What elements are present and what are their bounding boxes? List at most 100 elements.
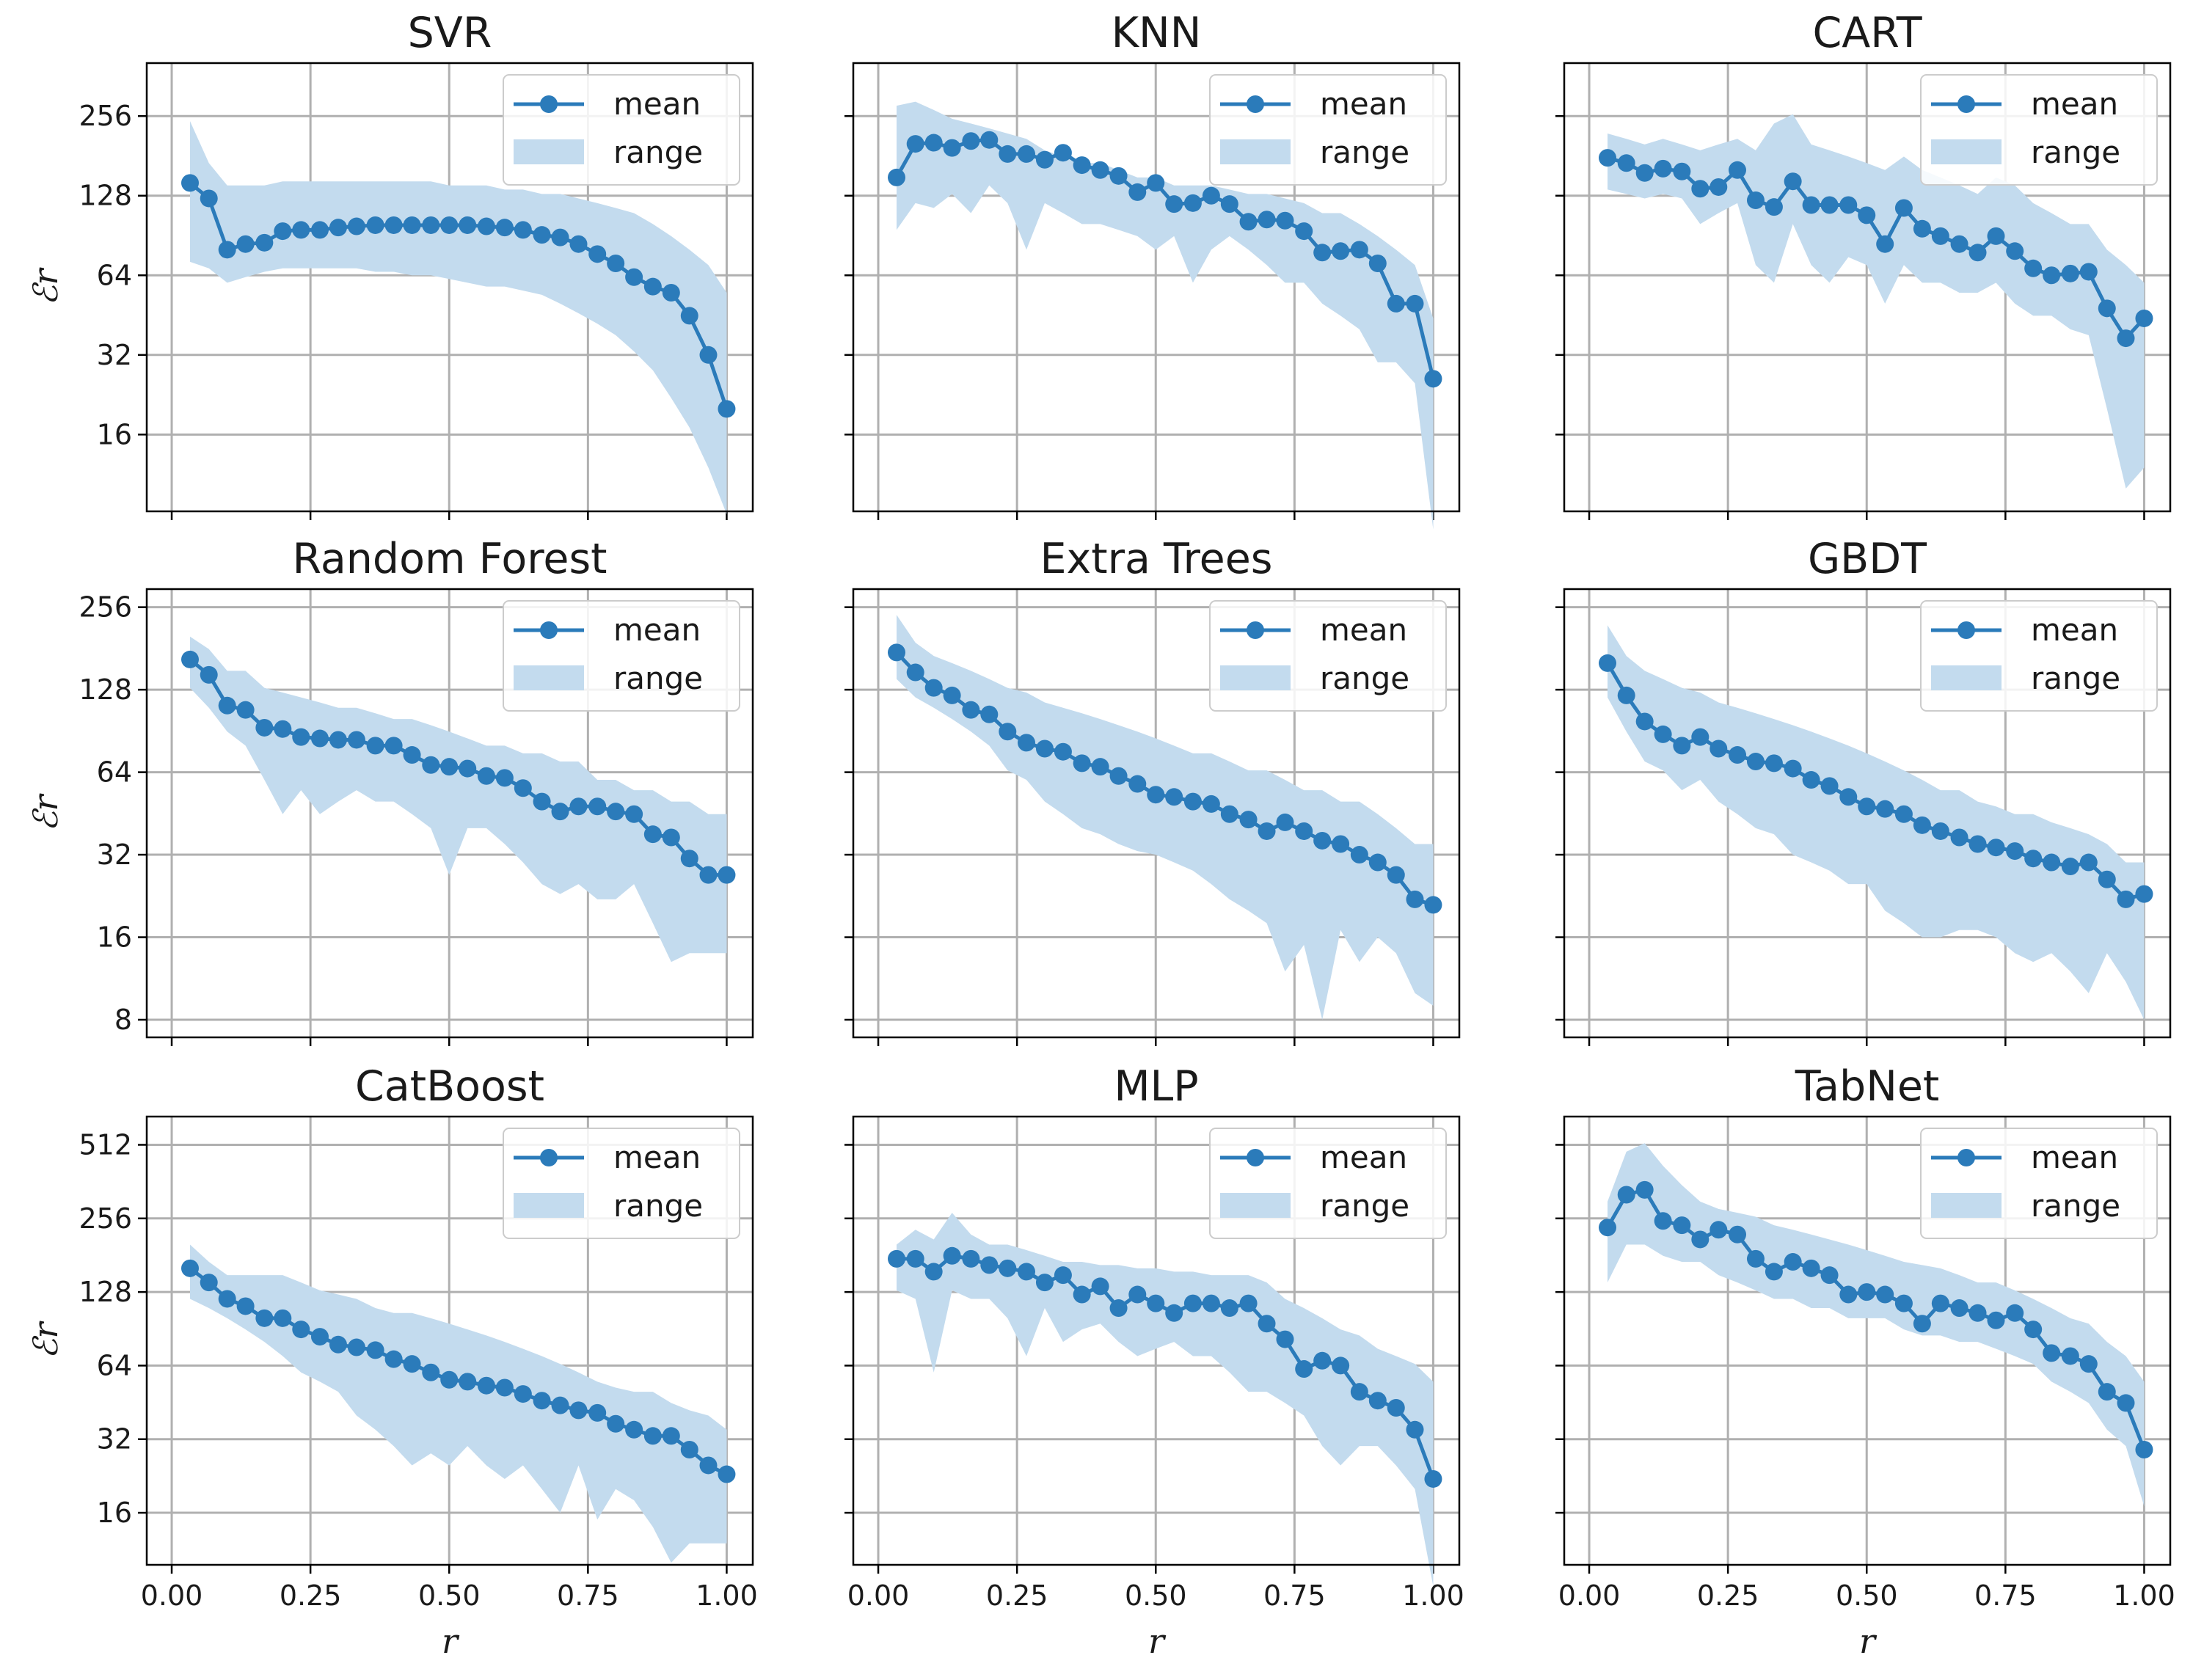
mean-point	[1654, 725, 1672, 743]
mean-point	[1802, 196, 1820, 214]
legend: mean range	[1920, 600, 2158, 712]
mean-point	[403, 746, 421, 764]
mean-point	[1276, 813, 1294, 831]
mean-point	[625, 805, 643, 823]
legend-label-range: range	[1320, 1188, 1409, 1224]
mean-point	[255, 718, 274, 737]
mean-point	[1424, 370, 1442, 388]
legend-mean-marker-icon	[1957, 1149, 1975, 1166]
mean-point	[718, 1465, 736, 1483]
mean-point	[588, 1403, 607, 1422]
x-tick-label: 0.00	[141, 1579, 203, 1612]
legend-range-patch-icon	[1931, 1193, 2002, 1218]
mean-point	[607, 255, 625, 273]
mean-point	[980, 131, 999, 149]
legend: mean range	[1209, 74, 1447, 186]
mean-point	[2006, 242, 2024, 260]
axes-frame	[1563, 588, 2172, 1039]
mean-point	[440, 1370, 459, 1389]
legend: mean range	[1209, 600, 1447, 712]
mean-point	[1276, 1330, 1294, 1348]
mean-point	[533, 226, 551, 244]
mean-point	[1183, 194, 1202, 212]
mean-point	[1654, 1212, 1672, 1230]
mean-point	[292, 728, 310, 746]
mean-point	[1691, 728, 1709, 746]
mean-point	[1729, 161, 1746, 179]
legend: mean range	[1209, 1128, 1447, 1239]
mean-point	[607, 1414, 625, 1433]
mean-point	[1387, 1398, 1405, 1417]
mean-point	[2098, 1383, 2116, 1401]
mean-point	[1295, 1360, 1313, 1378]
mean-point	[2024, 850, 2043, 868]
mean-point	[1295, 822, 1313, 840]
mean-point	[292, 221, 310, 239]
mean-point	[1876, 800, 1894, 818]
legend-label-range: range	[1320, 660, 1409, 696]
legend-mean-marker-icon	[1247, 95, 1264, 113]
mean-point	[1894, 199, 1913, 217]
y-tick-label: 256	[79, 591, 132, 624]
mean-point	[625, 1420, 643, 1439]
mean-point	[1673, 737, 1691, 755]
mean-point	[625, 268, 643, 286]
mean-point	[569, 235, 588, 253]
mean-point	[1035, 739, 1054, 758]
mean-point	[533, 1392, 551, 1410]
mean-point	[1109, 1299, 1128, 1318]
mean-point	[1406, 1420, 1424, 1439]
axes-frame	[145, 588, 754, 1039]
x-tick-label: 0.50	[1125, 1579, 1187, 1612]
mean-point	[699, 346, 718, 364]
mean-point	[1729, 1225, 1746, 1243]
legend-label-mean: mean	[1320, 612, 1407, 648]
mean-point	[366, 1341, 384, 1359]
mean-point	[662, 1427, 680, 1445]
mean-point	[1147, 1294, 1165, 1312]
legend: mean range	[503, 74, 740, 186]
mean-point	[422, 756, 440, 774]
mean-point	[1091, 161, 1109, 179]
mean-point	[2043, 853, 2061, 872]
mean-point	[218, 696, 236, 715]
mean-point	[274, 222, 292, 241]
mean-point	[1839, 1285, 1858, 1304]
mean-point	[680, 307, 698, 325]
legend-mean-marker-icon	[540, 95, 558, 113]
legend-label-range: range	[1320, 134, 1409, 170]
mean-point	[1424, 1469, 1442, 1488]
mean-point	[1599, 149, 1616, 167]
x-tick-label: 0.50	[418, 1579, 481, 1612]
legend-label-mean: mean	[1320, 86, 1407, 122]
mean-point	[1313, 244, 1332, 262]
mean-point	[1239, 213, 1258, 231]
mean-point	[218, 1290, 236, 1308]
legend-label-mean: mean	[613, 612, 701, 648]
mean-point	[1709, 739, 1728, 758]
mean-point	[1073, 156, 1091, 175]
mean-point	[1931, 227, 1949, 245]
mean-point	[292, 1321, 310, 1339]
mean-point	[924, 134, 943, 152]
mean-point	[2024, 1321, 2043, 1339]
mean-point	[999, 723, 1017, 741]
mean-point	[980, 705, 999, 723]
mean-point	[514, 1385, 532, 1403]
mean-point	[1165, 1304, 1183, 1322]
x-tick-label: 0.75	[1263, 1579, 1326, 1612]
mean-point	[643, 277, 662, 296]
y-tick-label: 32	[97, 839, 132, 871]
legend: mean range	[1920, 1128, 2158, 1239]
mean-point	[1258, 1315, 1276, 1333]
mean-point	[1968, 835, 1987, 853]
mean-point	[1018, 145, 1035, 163]
mean-point	[2061, 858, 2079, 876]
y-tick-label: 8	[114, 1004, 132, 1036]
subplot-catboost: 0.00 0.25 0.50 0.75 1.00 16 32 64 128 256 512 CatBo…	[26, 1062, 758, 1661]
legend: mean range	[1920, 74, 2158, 186]
mean-point	[1165, 788, 1183, 806]
mean-point	[1765, 198, 1783, 216]
y-tick-label: 256	[79, 1202, 132, 1235]
mean-point	[1018, 734, 1035, 752]
